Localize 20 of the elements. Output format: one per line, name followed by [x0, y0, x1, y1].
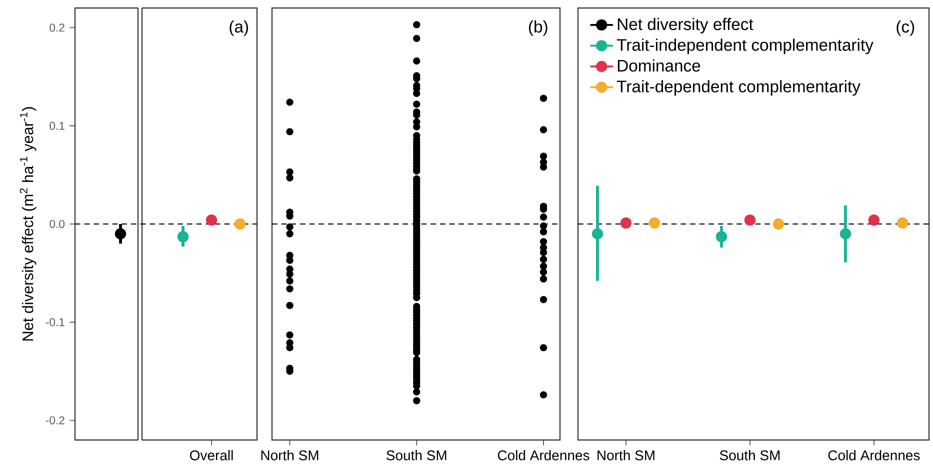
annotation: (a)	[230, 20, 248, 36]
legend-label: Net diversity effect	[618, 18, 754, 34]
legend-label: Trait-dependent complementarity	[616, 80, 860, 96]
y-tick-label: -0.1	[46, 318, 64, 326]
y-tick-label: 0.2	[50, 24, 64, 32]
legend-label: Dominance	[618, 59, 700, 72]
y-tick-label: -0.2	[46, 416, 64, 424]
annotation: (b)	[528, 20, 548, 36]
x-tick-label: Cold Ardennes	[498, 450, 590, 460]
x-tick-label: North SM	[261, 450, 318, 460]
y-axis-title: Net diversity effect (m$^{2}$ ha$^{-1}$ year$^{-1}$)	[20, 107, 36, 341]
y-tick-label: 0.0	[50, 220, 65, 228]
legend-label: Trait-independent complementarity	[616, 38, 874, 54]
annotation: (c)	[896, 20, 914, 36]
x-tick-label: Overall	[190, 450, 233, 460]
x-tick-label: South SM	[720, 450, 780, 460]
y-tick-label: 0.1	[50, 122, 64, 130]
x-tick-label: South SM	[386, 450, 446, 460]
x-tick-label: North SM	[598, 450, 654, 460]
x-tick-label: Cold Ardennes	[828, 450, 920, 460]
